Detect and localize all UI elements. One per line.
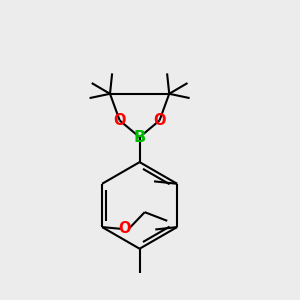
- Text: B: B: [134, 130, 146, 145]
- Text: O: O: [113, 113, 126, 128]
- Text: O: O: [118, 221, 131, 236]
- Text: O: O: [153, 113, 166, 128]
